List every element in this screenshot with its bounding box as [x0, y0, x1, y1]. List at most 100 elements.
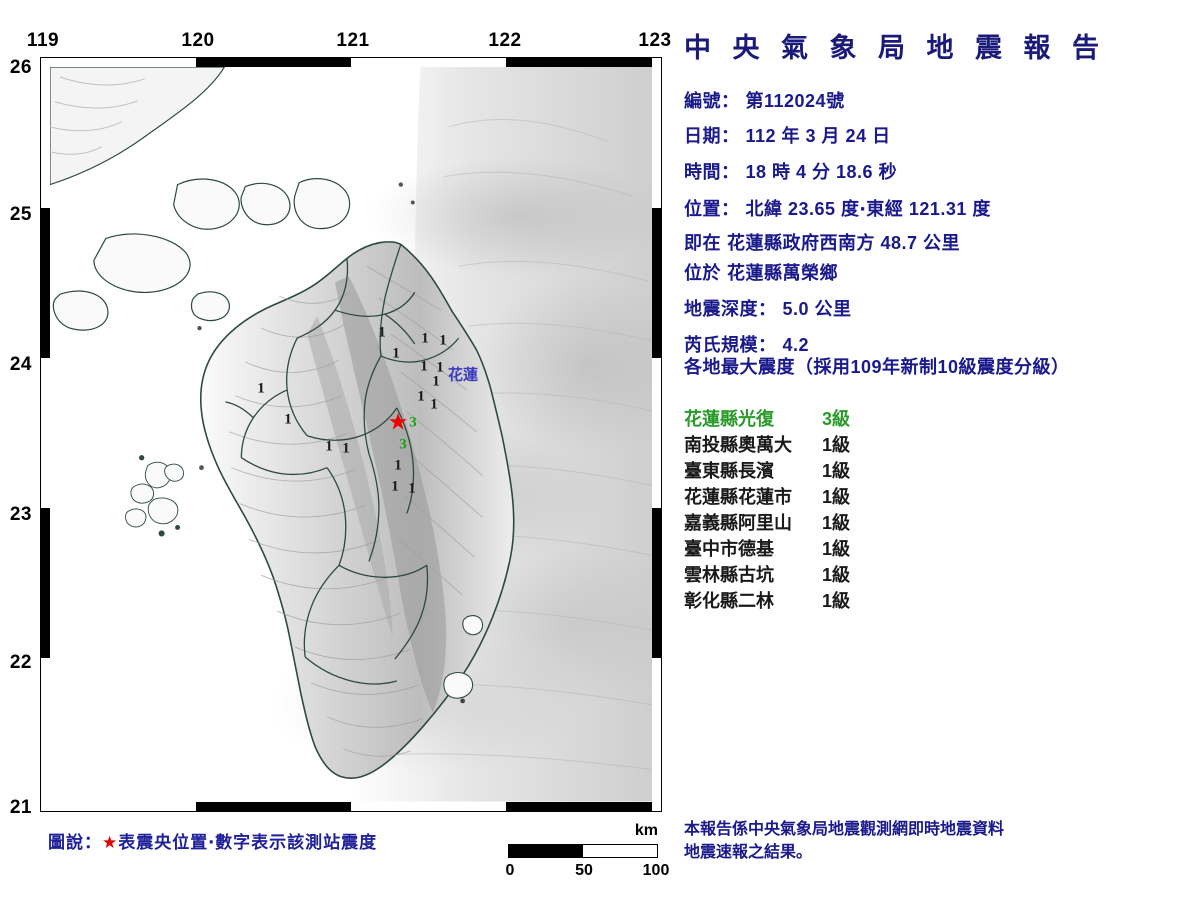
field-date: 日期： 112 年 3 月 24 日	[684, 122, 891, 148]
report-footnote: 本報告係中央氣象局地震觀測網即時地震資料 地震速報之結果。	[684, 821, 1005, 862]
field-label: 位於	[684, 263, 721, 283]
field-value: 112 年 3 月 24 日	[745, 126, 891, 146]
border-band	[41, 58, 196, 67]
field-relative-location: 即在 花蓮縣政府西南方 48.7 公里	[684, 229, 960, 255]
border-band	[652, 58, 661, 208]
station-intensity-marker: 3	[399, 436, 407, 453]
border-band	[652, 208, 661, 358]
intensity-level: 3級	[822, 409, 851, 429]
lat-tick-25: 25	[9, 204, 32, 225]
field-township: 位於 花蓮縣萬榮鄉	[684, 259, 838, 285]
field-value: 花蓮縣萬榮鄉	[727, 263, 838, 283]
lat-tick-21: 21	[9, 797, 32, 818]
intensity-place: 花蓮縣花蓮市	[684, 487, 792, 507]
field-value: 5.0 公里	[782, 299, 852, 319]
intensity-place: 臺東縣長濱	[684, 461, 774, 481]
intensity-level: 1級	[822, 435, 851, 455]
field-value: 4.2	[782, 335, 810, 355]
border-band	[41, 508, 50, 658]
station-intensity-marker: 1	[392, 345, 400, 362]
lat-tick-23: 23	[9, 504, 32, 525]
border-band	[652, 358, 661, 508]
border-band	[652, 658, 661, 811]
intensity-row: 南投縣奧萬大 1級	[684, 431, 984, 457]
intensity-place: 彰化縣二林	[684, 591, 774, 611]
border-band	[41, 208, 50, 358]
intensity-row: 彰化縣二林 1級	[684, 587, 984, 613]
intensity-level: 1級	[822, 513, 851, 533]
station-intensity-marker: 1	[325, 438, 333, 455]
field-label: 地震深度：	[684, 299, 777, 319]
lat-tick-26: 26	[9, 57, 32, 78]
station-intensity-marker: 1	[408, 480, 416, 497]
city-label: 花蓮	[448, 366, 479, 384]
intensity-level: 1級	[822, 539, 851, 559]
intensity-row: 嘉義縣阿里山 1級	[684, 509, 984, 535]
field-label: 編號：	[684, 91, 740, 111]
intensity-level: 1級	[822, 461, 851, 481]
field-value: 第112024號	[745, 91, 845, 111]
intensity-row: 花蓮縣花蓮市 1級	[684, 483, 984, 509]
intensity-place: 嘉義縣阿里山	[684, 513, 792, 533]
field-value: 北緯 23.65 度‧東經 121.31 度	[745, 199, 991, 219]
legend-text: 表震央位置‧數字表示該測站震度	[118, 833, 378, 852]
intensity-table: 花蓮縣光復 3級 南投縣奧萬大 1級 臺東縣長濱 1級 花蓮縣花蓮市 1級 嘉義縣阿里山 1級 臺中…	[684, 405, 984, 613]
intensity-row: 臺東縣長濱 1級	[684, 457, 984, 483]
border-band	[196, 58, 351, 67]
field-label: 位置：	[684, 199, 740, 219]
epicenter-star-icon: ★	[387, 408, 409, 435]
page-title: 中 央 氣 象 局 地 震 報 告	[684, 33, 1107, 63]
border-band	[506, 58, 661, 67]
field-label: 即在	[684, 233, 721, 253]
scalebar-unit-label: km	[634, 822, 658, 839]
border-band	[351, 802, 506, 811]
station-intensity-marker: 1	[430, 396, 438, 413]
scalebar-tick-0: 0	[505, 862, 515, 879]
lat-tick-22: 22	[9, 652, 32, 673]
field-magnitude: 芮氏規模： 4.2	[684, 331, 809, 357]
field-report-number: 編號： 第112024號	[684, 87, 845, 113]
border-band	[41, 358, 50, 508]
station-intensity-marker: 1	[257, 380, 265, 397]
station-intensity-marker: 3	[409, 414, 417, 431]
lon-tick-122: 122	[488, 30, 522, 51]
border-band	[41, 58, 50, 208]
field-value: 花蓮縣政府西南方 48.7 公里	[727, 233, 961, 253]
map-panel: 119 120 121 122 123 26 25 24 23 22 21	[9, 30, 672, 879]
border-band	[41, 658, 50, 811]
station-intensity-marker: 1	[436, 359, 444, 376]
intensity-place: 臺中市德基	[684, 539, 774, 559]
intensity-level: 1級	[822, 591, 851, 611]
lon-tick-119: 119	[26, 30, 60, 51]
border-band	[41, 802, 196, 811]
field-time: 時間： 18 時 4 分 18.6 秒	[684, 158, 897, 184]
scalebar-tick-50: 50	[575, 862, 593, 879]
border-band	[506, 802, 661, 811]
border-band	[196, 802, 351, 811]
station-intensity-marker: 1	[417, 388, 425, 405]
lon-tick-121: 121	[336, 30, 370, 51]
intensity-section-heading: 各地最大震度（採用109年新制10級震度分級）	[684, 357, 1070, 377]
intensity-place: 花蓮縣光復	[684, 409, 774, 429]
intensity-level: 1級	[822, 487, 851, 507]
field-value: 18 時 4 分 18.6 秒	[745, 162, 898, 182]
lat-tick-24: 24	[9, 354, 32, 375]
intensity-place: 南投縣奧萬大	[684, 435, 792, 455]
station-intensity-marker: 1	[284, 411, 292, 428]
legend-prefix: 圖說：	[48, 833, 102, 852]
station-intensity-marker: 1	[432, 373, 440, 390]
station-intensity-marker: 1	[394, 457, 402, 474]
report-text-panel: 中 央 氣 象 局 地 震 報 告 編號： 第112024號 日期： 112 年 3…	[680, 0, 1200, 900]
station-intensity-marker: 1	[391, 478, 399, 495]
scalebar-tick-100: 100	[642, 862, 670, 879]
scalebar-filled-half	[509, 845, 583, 857]
station-intensity-marker: 1	[439, 332, 447, 349]
field-label: 芮氏規模：	[684, 335, 777, 355]
lon-tick-120: 120	[181, 30, 215, 51]
lon-tick-123: 123	[638, 30, 672, 51]
station-intensity-marker: 1	[378, 324, 386, 341]
intensity-row: 雲林縣古坑 1級	[684, 561, 984, 587]
station-intensity-marker: 1	[421, 330, 429, 347]
